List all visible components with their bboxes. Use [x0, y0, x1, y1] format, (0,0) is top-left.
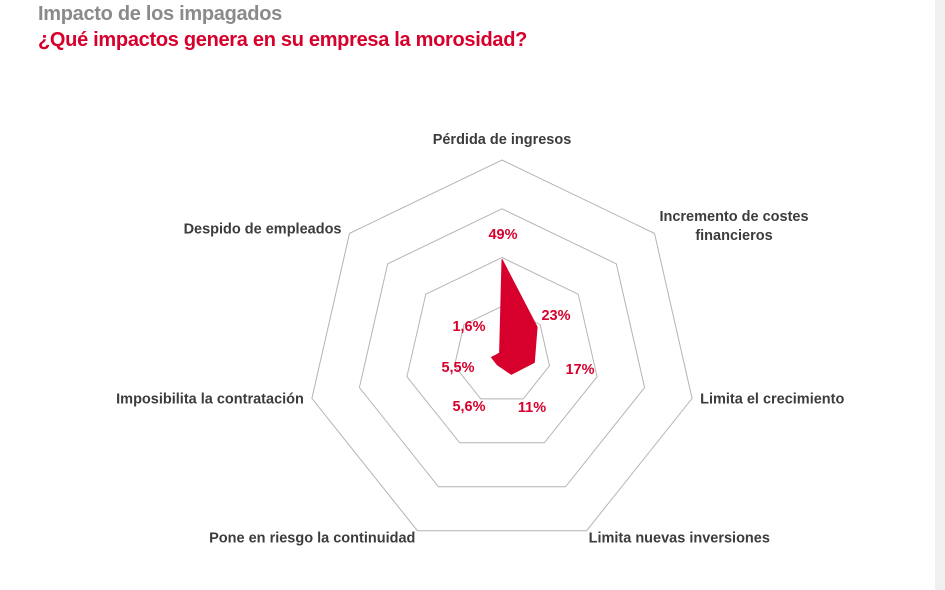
page-title: Impacto de los impagados: [38, 3, 282, 25]
value-label: 49%: [488, 227, 517, 243]
value-label: 1,6%: [452, 319, 485, 335]
axis-labels: Pérdida de ingresos Incremento de costes f…: [116, 132, 844, 547]
chart-subtitle: ¿Qué impactos genera en su empresa la mo…: [38, 29, 528, 51]
value-label: 17%: [565, 362, 594, 378]
axis-label: Limita el crecimiento: [700, 391, 844, 407]
grid-ring-75: [358, 208, 646, 488]
value-label: 11%: [518, 400, 546, 416]
value-labels: 49% 23% 17% 11% 5,6% 5,5% 1,6%: [441, 227, 594, 416]
data-area: [490, 259, 538, 375]
value-label: 5,5%: [441, 360, 474, 376]
grid-ring-100: [311, 159, 693, 532]
value-label: 5,6%: [452, 399, 485, 415]
scrollbar-strip[interactable]: [935, 0, 945, 590]
value-label: 23%: [541, 308, 570, 324]
axis-label: Imposibilita la contratación: [116, 391, 304, 407]
axis-label: Limita nuevas inversiones: [589, 531, 770, 547]
axis-label: Pérdida de ingresos: [433, 132, 572, 148]
grid-ring-50: [406, 256, 598, 444]
grid-ring-25: [453, 305, 551, 400]
axis-label: Incremento de costes financieros: [659, 209, 808, 244]
data-series: [490, 259, 538, 375]
axis-label: Pone en riesgo la continuidad: [209, 531, 415, 547]
grid-rings: [311, 159, 693, 532]
axis-label: Despido de empleados: [184, 221, 342, 237]
